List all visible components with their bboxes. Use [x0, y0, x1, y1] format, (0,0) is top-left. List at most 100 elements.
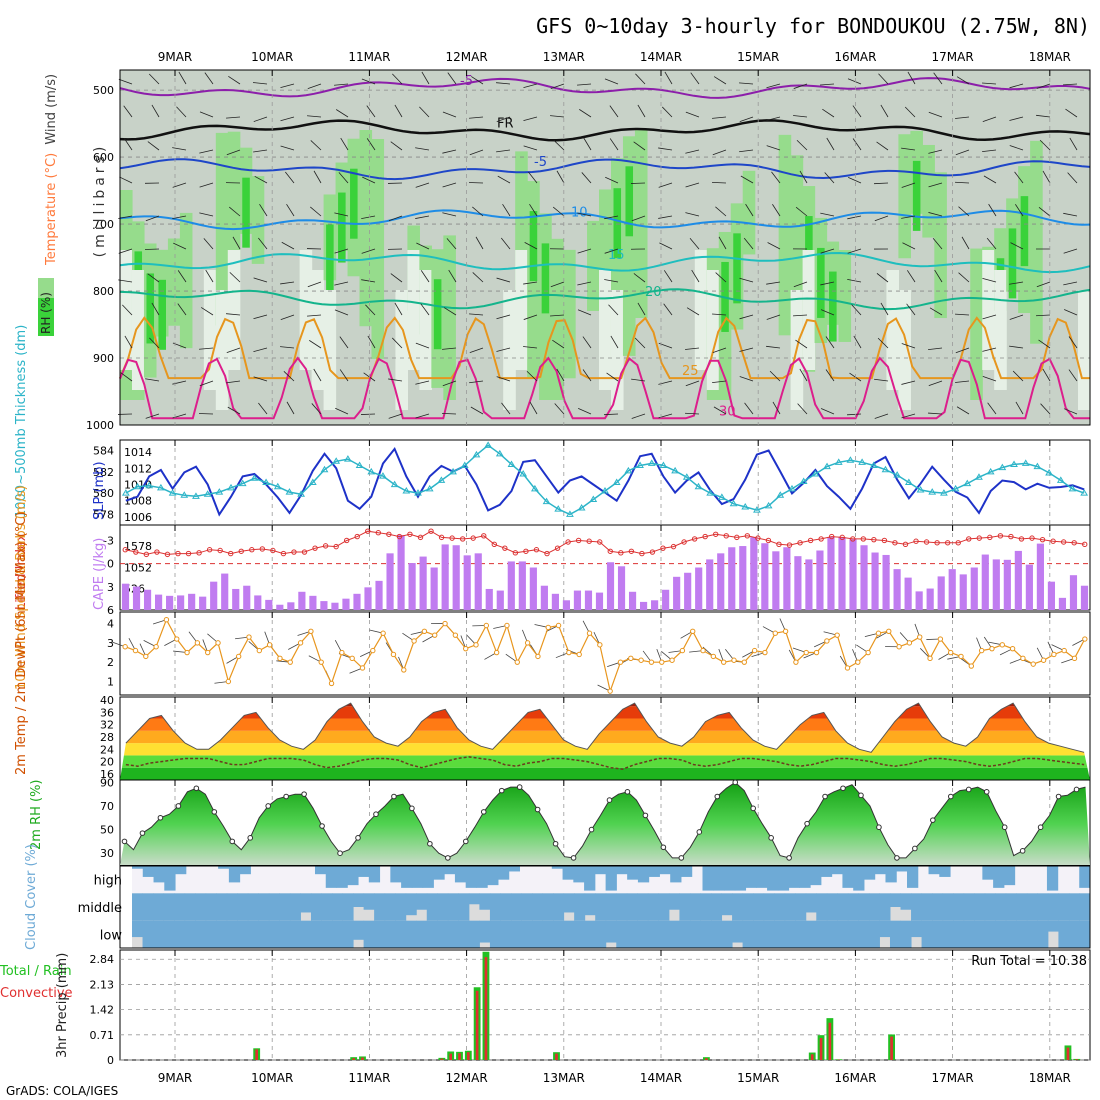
wind-barb	[361, 215, 376, 219]
cape-bar	[606, 562, 615, 610]
wind-barb	[824, 172, 835, 184]
cape-bar	[1025, 564, 1033, 610]
cloud-cover-bar	[732, 920, 744, 943]
cloud-cover-bar	[679, 893, 691, 921]
wind-10m-point	[576, 651, 582, 658]
cloud-cover-bar	[553, 893, 565, 921]
wind-barb	[523, 314, 538, 320]
wind-10m-point	[720, 659, 727, 665]
wind-tick-label: 1	[107, 675, 114, 688]
thickness-point	[1010, 460, 1018, 467]
isotherm-label: 20	[645, 285, 662, 300]
rh2m-point	[373, 811, 379, 818]
rh-moist-band	[778, 134, 792, 336]
wind-barb	[847, 413, 862, 416]
thickness-point	[940, 489, 948, 496]
wind-barb	[253, 149, 268, 153]
cape-tick-label: 1052	[124, 561, 152, 574]
cape-bar	[232, 588, 240, 610]
wind-barb	[772, 204, 781, 217]
precip-convective-bar	[819, 1038, 823, 1060]
cape-bar	[573, 590, 582, 610]
wind-barb	[578, 408, 592, 415]
cloud-cover-bar	[879, 920, 891, 938]
rh-saturated-band	[829, 271, 837, 342]
wind-10m-point	[648, 659, 655, 665]
cloud-cover-bar	[384, 893, 396, 921]
wind-barb	[394, 104, 403, 118]
rh-2m-panel: 30 50 70 90	[100, 776, 1091, 866]
wind-barb	[873, 182, 889, 185]
wind-barb	[550, 83, 565, 89]
cloud-cover-bar	[842, 866, 854, 888]
cloud-frame	[119, 865, 1091, 949]
wind-10m-point	[597, 642, 603, 648]
cloud-cover-bar	[896, 866, 908, 872]
wind-barb	[340, 137, 349, 151]
wind-barb	[799, 368, 808, 382]
rh2m-point	[337, 850, 343, 856]
thickness-point	[344, 455, 352, 462]
wind-barb	[577, 83, 592, 86]
cloud-cover-bar	[847, 893, 859, 921]
wind-barb	[335, 407, 349, 415]
cloud-cover-bar	[595, 920, 607, 948]
wind-barb	[441, 412, 457, 415]
wind-barb	[847, 278, 862, 283]
wind-barb	[253, 376, 268, 382]
cloud-cover-bar	[574, 920, 586, 948]
cloud-cover-bar	[368, 866, 381, 883]
wind-10m-point	[153, 644, 159, 650]
wind-barb	[658, 215, 673, 219]
wind-barb	[664, 71, 673, 85]
li-point	[396, 533, 403, 540]
wind-10m-point	[989, 645, 995, 652]
rh2m-point	[642, 812, 649, 819]
cloud-cover-bar	[795, 920, 807, 948]
cloud-cover-bar	[347, 866, 359, 886]
rh2m-point	[714, 793, 721, 800]
cloud-cover-bar	[767, 866, 779, 891]
wind-barb	[280, 116, 295, 122]
wind-10m-point	[741, 659, 748, 665]
wind-barb	[982, 149, 997, 153]
wind-barb	[583, 137, 592, 151]
cloud-cover-bar	[153, 920, 165, 948]
rh2m-point	[947, 793, 954, 800]
wind-barb	[172, 215, 187, 220]
cape-bar	[772, 551, 780, 610]
cape-bar	[463, 555, 471, 610]
bottom-date-label: 13MAR	[543, 1071, 585, 1085]
bottom-date-label: 12MAR	[446, 1071, 488, 1085]
cloud-cover-bar	[132, 866, 144, 869]
cloud-cover-bar	[742, 920, 754, 948]
cape-bar	[452, 545, 460, 610]
wind-barb	[280, 145, 295, 151]
cloud-cover-bar	[163, 893, 175, 921]
cape-bar	[154, 594, 163, 610]
wind-barb	[1063, 212, 1078, 217]
li-tick-label: -3	[103, 534, 114, 547]
li-point	[744, 533, 751, 539]
pressure-tick-label: 800	[93, 285, 114, 298]
cape-bar	[342, 598, 350, 610]
cloud-cover-bar	[300, 920, 312, 948]
wind-barb	[123, 138, 133, 151]
wind-barb	[310, 140, 322, 151]
thickness-point	[1068, 484, 1077, 492]
wind-barb	[577, 248, 592, 254]
cloud-cover-bar	[702, 866, 714, 891]
cloud-cover-bar	[553, 920, 565, 948]
wind-barb	[1067, 172, 1078, 184]
cloud-cover-bar	[816, 893, 828, 921]
wind-barb	[258, 237, 268, 250]
wind-barb	[469, 347, 484, 354]
wind-10m-point	[834, 632, 840, 638]
temp-series	[125, 702, 1085, 753]
thickness-point	[437, 476, 446, 483]
rh-dry-band	[323, 290, 337, 410]
wind-10m-point	[855, 659, 861, 665]
li-point	[544, 550, 550, 557]
cape-bar	[628, 591, 637, 610]
wind-barb	[442, 182, 457, 188]
